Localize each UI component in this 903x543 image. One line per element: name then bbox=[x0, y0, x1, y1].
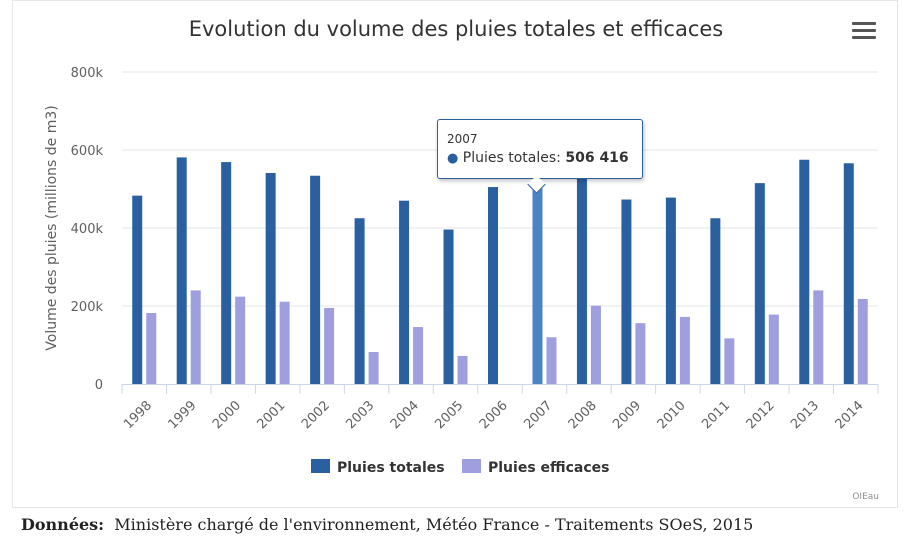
x-tick-label: 2004 bbox=[388, 398, 422, 432]
bar-pluies-totales-2009[interactable] bbox=[621, 199, 632, 384]
y-tick-label: 200k bbox=[71, 300, 104, 315]
source-text: Ministère chargé de l'environnement, Mét… bbox=[114, 515, 754, 534]
credits-text[interactable]: OIEau bbox=[852, 492, 879, 502]
bar-pluies-totales-2006[interactable] bbox=[488, 187, 498, 384]
bar-pluies-totales-2004[interactable] bbox=[399, 200, 410, 384]
bar-pluies-efficaces-2010[interactable] bbox=[679, 316, 690, 384]
x-tick-label: 2003 bbox=[343, 398, 377, 432]
source-label: Données: bbox=[21, 515, 105, 534]
x-tick-label: 2001 bbox=[254, 398, 288, 432]
bar-pluies-efficaces-2013[interactable] bbox=[813, 290, 824, 384]
y-tick-label: 0 bbox=[95, 378, 103, 393]
bar-pluies-efficaces-2014[interactable] bbox=[857, 298, 868, 384]
bar-pluies-efficaces-2005[interactable] bbox=[457, 355, 468, 384]
chart-title: Evolution du volume des pluies totales e… bbox=[189, 17, 724, 41]
bar-pluies-totales-2014[interactable] bbox=[843, 163, 854, 384]
bar-pluies-efficaces-2009[interactable] bbox=[635, 323, 646, 384]
x-tick-label: 2011 bbox=[699, 398, 733, 432]
bar-pluies-efficaces-2011[interactable] bbox=[724, 338, 735, 384]
x-tick-label: 2014 bbox=[833, 398, 867, 432]
x-tick-label: 2012 bbox=[744, 398, 778, 432]
bar-pluies-totales-2013[interactable] bbox=[799, 159, 810, 384]
bar-pluies-totales-2000[interactable] bbox=[221, 162, 232, 384]
x-tick-label: 2000 bbox=[210, 398, 244, 432]
y-axis-ticks: 0 200k 400k 600k 800k bbox=[71, 66, 104, 393]
bar-pluies-efficaces-2000[interactable] bbox=[235, 296, 246, 384]
bar-pluies-totales-2010[interactable] bbox=[665, 197, 676, 384]
x-tick-label: 2013 bbox=[788, 398, 822, 432]
chart: Evolution du volume des pluies totales e… bbox=[44, 17, 879, 502]
x-axis: 1998 1999 2000 2001 2002 2003 2004 2005 2006 2007… bbox=[121, 384, 879, 432]
legend: Pluies totales Pluies efficaces bbox=[311, 459, 610, 476]
bar-pluies-totales-2012[interactable] bbox=[754, 183, 765, 384]
legend-label[interactable]: Pluies efficaces bbox=[488, 460, 610, 476]
chart-container bbox=[12, 0, 898, 508]
x-tick-label: 2008 bbox=[566, 398, 600, 432]
bar-pluies-efficaces-2008[interactable] bbox=[590, 305, 601, 384]
x-tick-label: 2010 bbox=[655, 398, 689, 432]
y-tick-label: 400k bbox=[71, 222, 104, 237]
legend-swatch[interactable] bbox=[311, 459, 330, 473]
bar-pluies-efficaces-2003[interactable] bbox=[368, 352, 379, 384]
y-tick-label: 600k bbox=[71, 144, 104, 159]
bar-pluies-totales-2003[interactable] bbox=[354, 218, 365, 384]
bar-pluies-efficaces-2004[interactable] bbox=[413, 327, 424, 384]
bar-pluies-totales-2008[interactable] bbox=[576, 165, 587, 384]
legend-label[interactable]: Pluies totales bbox=[337, 460, 445, 476]
x-tick-label: 2005 bbox=[432, 398, 466, 432]
tooltip: 2007 ● Pluies totales: 506 416 bbox=[437, 119, 643, 194]
bar-pluies-efficaces-1999[interactable] bbox=[190, 290, 201, 384]
x-tick-label: 1998 bbox=[121, 398, 155, 432]
bar-pluies-efficaces-1998[interactable] bbox=[146, 313, 157, 384]
hamburger-menu-icon[interactable] bbox=[852, 22, 876, 42]
x-tick-label: 2009 bbox=[610, 398, 644, 432]
bar-pluies-efficaces-2002[interactable] bbox=[324, 307, 335, 384]
bar-pluies-totales-2011[interactable] bbox=[710, 218, 721, 384]
tooltip-row: ● Pluies totales: 506 416 bbox=[447, 150, 629, 166]
x-tick-label: 1999 bbox=[166, 398, 200, 432]
y-tick-label: 800k bbox=[71, 66, 104, 81]
x-tick-label: 2007 bbox=[521, 398, 555, 432]
source-note: Données: Ministère chargé de l'environne… bbox=[21, 515, 753, 534]
bar-pluies-totales-1999[interactable] bbox=[176, 157, 187, 384]
bar-pluies-totales-2001[interactable] bbox=[265, 173, 276, 384]
bar-pluies-efficaces-2012[interactable] bbox=[768, 314, 779, 384]
bar-pluies-totales-2007[interactable] bbox=[532, 186, 543, 384]
legend-swatch[interactable] bbox=[462, 459, 481, 473]
bar-pluies-totales-1998[interactable] bbox=[132, 195, 143, 384]
y-axis-label: Volume des pluies (millions de m3) bbox=[44, 105, 60, 350]
tooltip-series-dot: ● bbox=[447, 151, 459, 166]
tooltip-value: 506 416 bbox=[565, 150, 629, 166]
x-tick-label: 2002 bbox=[299, 398, 333, 432]
bar-pluies-efficaces-2007[interactable] bbox=[546, 337, 557, 384]
tooltip-category: 2007 bbox=[447, 132, 478, 146]
tooltip-series-name: Pluies totales bbox=[462, 150, 557, 166]
x-tick-label: 2006 bbox=[477, 398, 511, 432]
bar-pluies-totales-2002[interactable] bbox=[310, 175, 321, 384]
bars bbox=[132, 157, 868, 384]
bar-pluies-totales-2005[interactable] bbox=[443, 229, 454, 384]
bar-pluies-efficaces-2001[interactable] bbox=[279, 301, 290, 384]
